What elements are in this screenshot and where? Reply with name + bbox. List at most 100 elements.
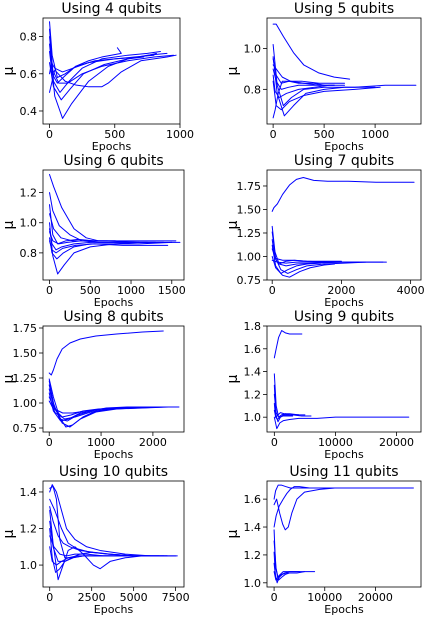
series-group — [272, 23, 417, 119]
series-line-6 — [49, 213, 156, 243]
x-tick-label: 0 — [46, 436, 53, 449]
x-tick-label: 5000 — [120, 591, 148, 604]
series-group — [49, 484, 178, 581]
subplot-title: Using 5 qubits — [294, 1, 394, 17]
y-tick-label: 1.6 — [244, 493, 262, 506]
series-line-7 — [49, 237, 140, 260]
series-line-1 — [49, 484, 177, 557]
x-tick-label: 0 — [46, 284, 53, 297]
y-tick-label: 1.0 — [20, 559, 38, 572]
series-group — [273, 330, 410, 430]
series-line-5 — [49, 54, 177, 93]
x-tick-label: 4000 — [397, 284, 425, 297]
x-tick-label: 2000 — [327, 284, 355, 297]
subplot-title: Using 6 qubits — [63, 153, 163, 169]
subplot-1: 0 500 1000 0.4 0.6 0.8 Using 4 qubits Epochs μ — [1, 1, 194, 153]
axes-frame — [42, 169, 185, 281]
x-tick-label: 1000 — [117, 284, 145, 297]
series-line-1 — [49, 21, 122, 79]
subplot-title: Using 10 qubits — [59, 464, 168, 480]
series-line-3 — [49, 28, 161, 93]
subplot-title: Using 7 qubits — [294, 153, 394, 169]
subplot-3: 0 500 1000 1500 0.8 1.0 1.2 Using 6 qubits Epoch… — [1, 153, 186, 309]
y-tick-label: 1.50 — [237, 203, 262, 216]
y-tick-label: 1.8 — [244, 320, 262, 333]
y-axis-label: μ — [225, 529, 241, 538]
y-axis-label: μ — [1, 374, 17, 383]
series-line-5 — [273, 529, 300, 578]
axes-frame — [42, 480, 185, 588]
series-line-6 — [271, 248, 384, 263]
y-tick-label: 1.0 — [244, 411, 262, 424]
series-line-2 — [49, 36, 174, 84]
series-line-8 — [48, 400, 164, 420]
y-tick-label: 0.75 — [237, 274, 262, 287]
series-line-1 — [273, 486, 414, 528]
y-axis-label: μ — [225, 374, 241, 383]
series-line-7 — [48, 396, 169, 414]
series-line-7 — [272, 74, 346, 98]
series-line-9 — [49, 231, 177, 245]
x-tick-label: 0 — [271, 591, 278, 604]
series-line-7 — [49, 56, 144, 101]
series-line-4 — [48, 380, 175, 422]
x-tick-label: 0 — [46, 591, 53, 604]
x-tick-label: 1500 — [158, 284, 186, 297]
series-line-1 — [48, 330, 164, 376]
y-tick-label: 1.00 — [237, 250, 262, 263]
subplot-2: 0 500 1000 0.8 1.0 Using 5 qubits Epochs μ — [225, 1, 422, 153]
x-axis-label: Epochs — [324, 140, 364, 153]
y-tick-label: 1.0 — [244, 43, 262, 56]
series-line-8 — [49, 52, 158, 75]
axes-frame — [42, 17, 181, 125]
x-tick-label: 500 — [104, 128, 125, 141]
series-group — [273, 484, 414, 584]
series-line-1 — [49, 174, 132, 243]
series-line-3 — [273, 373, 312, 418]
x-axis-label: Epochs — [92, 140, 132, 153]
series-line-7 — [273, 562, 305, 581]
y-tick-label: 1.2 — [20, 523, 38, 536]
y-tick-label: 1.2 — [244, 388, 262, 401]
y-tick-label: 0.8 — [20, 247, 38, 260]
y-axis-label: μ — [225, 66, 241, 75]
y-axis-label: μ — [225, 220, 241, 229]
subplot-title: Using 11 qubits — [289, 464, 398, 480]
series-line-1 — [271, 177, 415, 212]
series-line-7 — [273, 409, 300, 418]
series-line-5 — [271, 244, 322, 274]
x-tick-label: 20000 — [358, 591, 393, 604]
x-tick-label: 0 — [270, 128, 277, 141]
y-tick-label: 0.75 — [13, 422, 38, 435]
series-line-8 — [49, 240, 169, 254]
x-axis-label: Epochs — [324, 296, 364, 309]
series-line-1 — [273, 330, 303, 359]
x-tick-label: 10000 — [318, 436, 353, 449]
subplot-8: 0 10000 20000 1.0 1.2 1.4 1.6 Using 11 qubits Ep… — [225, 464, 422, 616]
series-line-6 — [49, 50, 155, 84]
series-line-5 — [49, 228, 148, 251]
series-group — [49, 21, 177, 119]
series-line-8 — [272, 80, 381, 111]
y-tick-label: 0.8 — [244, 83, 262, 96]
y-tick-label: 0.6 — [20, 68, 38, 81]
series-line-9 — [272, 80, 325, 119]
x-tick-label: 0 — [46, 128, 53, 141]
series-line-8 — [49, 535, 178, 557]
y-tick-label: 1.0 — [20, 217, 38, 230]
x-axis-label: Epochs — [324, 603, 364, 616]
series-line-8 — [271, 259, 360, 264]
x-tick-label: 7500 — [162, 591, 190, 604]
axes-frame — [266, 325, 422, 433]
y-tick-label: 0.8 — [20, 31, 38, 44]
y-tick-label: 1.00 — [13, 397, 38, 410]
series-line-3 — [271, 231, 367, 274]
subplot-title: Using 9 qubits — [294, 309, 394, 325]
y-axis-label: μ — [1, 529, 17, 538]
series-line-2 — [273, 487, 351, 531]
y-tick-label: 1.2 — [20, 187, 38, 200]
series-line-9 — [49, 546, 121, 566]
x-axis-label: Epochs — [324, 448, 364, 461]
series-line-2 — [49, 485, 168, 559]
